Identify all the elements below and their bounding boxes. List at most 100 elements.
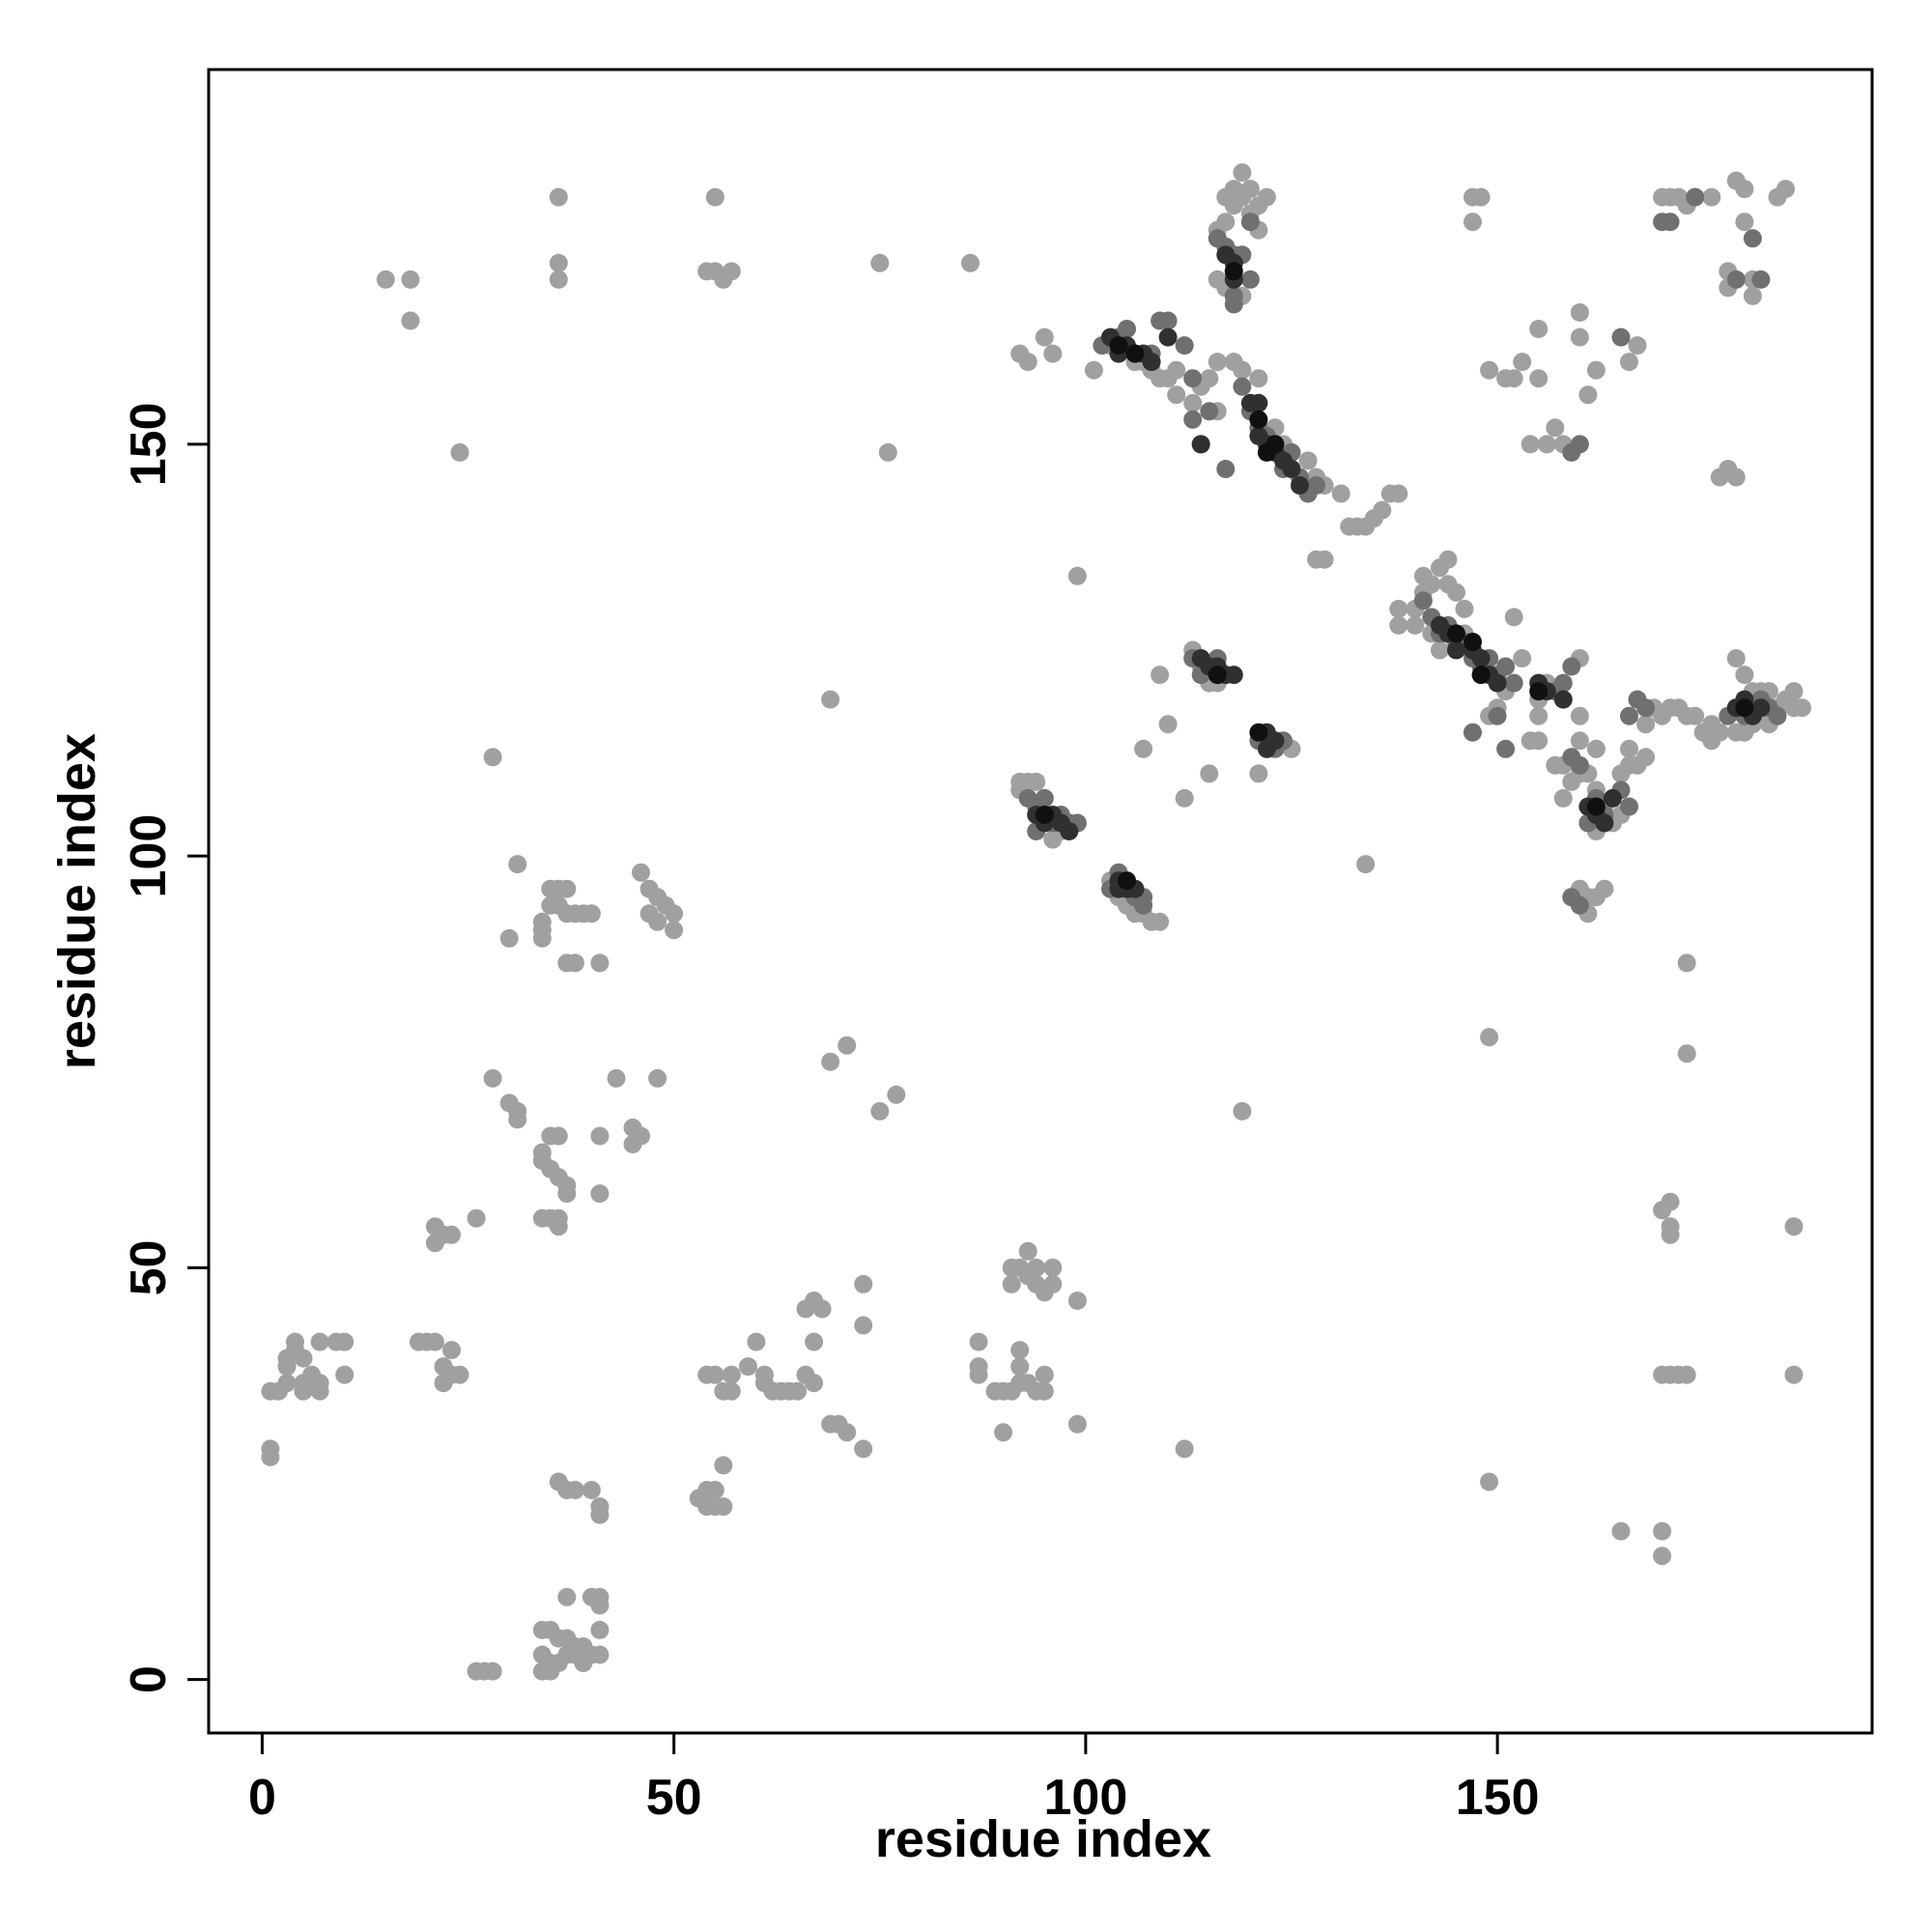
contact-point xyxy=(1586,360,1605,380)
contact-point xyxy=(1167,385,1186,405)
contact-point xyxy=(1151,666,1170,685)
contact-point xyxy=(508,855,527,874)
contact-point xyxy=(1661,213,1680,232)
contact-point xyxy=(1496,739,1516,758)
contact-point xyxy=(1735,666,1754,685)
contact-point xyxy=(1488,673,1507,693)
contact-point xyxy=(1257,187,1276,207)
contact-point xyxy=(1463,213,1482,232)
contact-point xyxy=(714,1497,733,1517)
contact-point xyxy=(1496,657,1516,676)
contact-point xyxy=(1537,435,1556,454)
contact-point xyxy=(1488,706,1507,725)
contact-point xyxy=(499,928,519,948)
contact-point xyxy=(1570,303,1589,322)
contact-point xyxy=(565,1481,584,1499)
contact-point xyxy=(1735,698,1754,718)
contact-point xyxy=(1249,393,1268,412)
contact-point xyxy=(722,1365,741,1384)
contact-point xyxy=(1257,739,1276,758)
contact-point xyxy=(335,1365,355,1384)
contact-point xyxy=(1118,320,1136,338)
contact-point xyxy=(1751,270,1771,289)
contact-point xyxy=(1784,682,1804,701)
x-axis-title: residue index xyxy=(875,1810,1211,1868)
contact-point xyxy=(582,1481,601,1499)
contact-point xyxy=(1200,402,1219,421)
contact-point xyxy=(838,1423,857,1442)
contact-point xyxy=(788,1381,807,1401)
contact-point xyxy=(1653,1547,1672,1566)
contact-point xyxy=(1586,739,1605,758)
contact-point xyxy=(1726,649,1746,668)
y-tick-label: 100 xyxy=(121,814,177,898)
contact-point xyxy=(532,928,552,948)
contact-point xyxy=(1726,171,1746,190)
contact-point xyxy=(541,1662,560,1681)
contact-point xyxy=(1620,706,1638,725)
contact-point xyxy=(1751,698,1771,718)
data-points xyxy=(261,163,1811,1681)
contact-point xyxy=(1175,336,1194,355)
contact-point xyxy=(450,1365,469,1384)
contact-point xyxy=(1447,640,1465,660)
contact-point xyxy=(1768,706,1787,725)
contact-point xyxy=(1298,451,1318,470)
contact-point xyxy=(1628,336,1647,355)
x-axis: 0 50 100 150 xyxy=(248,1733,1540,1826)
contact-point xyxy=(1249,369,1268,388)
contact-point xyxy=(1240,213,1260,232)
contact-point xyxy=(1027,1258,1046,1277)
contact-point xyxy=(1413,591,1433,611)
y-axis-title: residue index xyxy=(48,733,106,1069)
contact-point xyxy=(1183,410,1203,429)
contact-point xyxy=(1438,550,1458,569)
contact-point xyxy=(1653,1521,1672,1541)
contact-point xyxy=(1471,666,1491,685)
contact-point xyxy=(870,1101,890,1121)
contact-point xyxy=(294,1349,313,1368)
contact-point xyxy=(705,1365,724,1384)
contact-point xyxy=(854,1316,873,1335)
contact-point xyxy=(1447,624,1465,643)
contact-point xyxy=(665,921,684,940)
contact-point xyxy=(994,1423,1013,1442)
contact-point xyxy=(565,953,584,973)
contact-point xyxy=(1553,788,1573,808)
contact-point xyxy=(1389,484,1408,503)
contact-point xyxy=(1224,262,1243,281)
plot-frame xyxy=(207,68,1874,1735)
x-tick-label: 50 xyxy=(646,1770,702,1826)
contact-point xyxy=(1167,360,1186,380)
contact-point xyxy=(607,1068,626,1088)
contact-point xyxy=(1125,344,1145,363)
contact-point xyxy=(1529,706,1548,725)
contact-point xyxy=(1661,1225,1680,1244)
contact-point xyxy=(310,1381,329,1401)
contact-point xyxy=(1513,649,1532,668)
contact-point xyxy=(442,1225,461,1244)
contact-point xyxy=(887,1085,906,1104)
contact-point xyxy=(376,270,395,289)
contact-point xyxy=(1496,369,1516,388)
contact-point xyxy=(1002,1258,1021,1277)
contact-point xyxy=(557,879,577,898)
contact-point xyxy=(1060,822,1079,840)
contact-point xyxy=(821,690,840,709)
contact-point xyxy=(1240,270,1260,289)
contact-point xyxy=(648,912,668,931)
contact-point xyxy=(1010,1341,1030,1360)
contact-point xyxy=(549,1217,568,1236)
contact-point xyxy=(1389,615,1408,635)
contact-point xyxy=(1611,327,1631,347)
contact-point xyxy=(961,253,980,272)
contact-point xyxy=(1018,353,1037,372)
contact-point xyxy=(1504,673,1523,693)
contact-point xyxy=(1109,336,1128,355)
contact-point xyxy=(1677,1365,1696,1384)
contact-point xyxy=(1175,788,1194,808)
contact-point xyxy=(1677,1044,1696,1064)
contact-point xyxy=(714,1456,733,1475)
contact-point xyxy=(1743,286,1762,305)
